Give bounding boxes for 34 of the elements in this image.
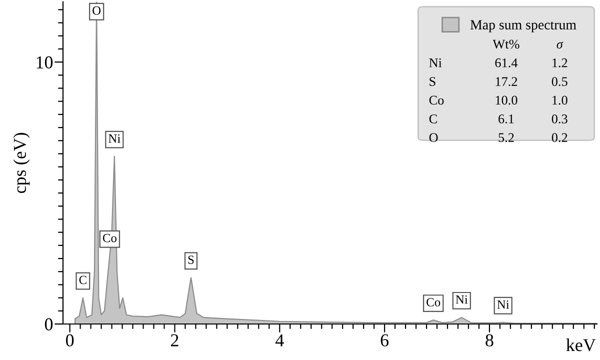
x-tick-label: 4	[275, 334, 284, 346]
annotation: O	[429, 133, 438, 142]
annotation: Co	[429, 96, 444, 105]
annotation: Co	[426, 298, 440, 306]
annotation: 1.0	[552, 96, 568, 105]
annotation: O	[92, 6, 101, 15]
y-axis-title: cps (eV)	[13, 132, 30, 194]
annotation: C	[429, 114, 437, 124]
annotation: S	[430, 77, 436, 86]
annotation: 1.2	[552, 58, 568, 68]
annotation: 6.1	[498, 114, 514, 124]
legend-label: Map sum spectrum	[470, 20, 576, 32]
annotation: 10.0	[496, 96, 518, 105]
annotation: Wt%	[492, 40, 520, 49]
annotation: 0.5	[552, 77, 568, 86]
x-tick-label: 6	[380, 334, 389, 346]
annotation: C	[79, 276, 86, 284]
x-tick-label: 2	[171, 334, 178, 346]
annotation: Co	[102, 234, 117, 242]
y-tick-label: 10	[36, 56, 53, 68]
annotation: σ	[556, 42, 564, 49]
x-axis-title: keV	[566, 338, 596, 352]
annotation: S	[188, 256, 194, 264]
x-tick-label: 0	[66, 334, 74, 346]
annotation: Ni	[108, 134, 120, 143]
annotation: Ni	[456, 295, 468, 304]
annotation: 61.4	[495, 58, 518, 68]
x-tick-label: 8	[486, 334, 494, 346]
annotation: 17.2	[496, 77, 518, 86]
annotation: Ni	[429, 58, 442, 68]
annotation: Ni	[497, 300, 510, 309]
annotation: 5.2	[498, 133, 514, 142]
annotation: 0.2	[552, 133, 568, 142]
annotation: 0.3	[552, 114, 568, 124]
